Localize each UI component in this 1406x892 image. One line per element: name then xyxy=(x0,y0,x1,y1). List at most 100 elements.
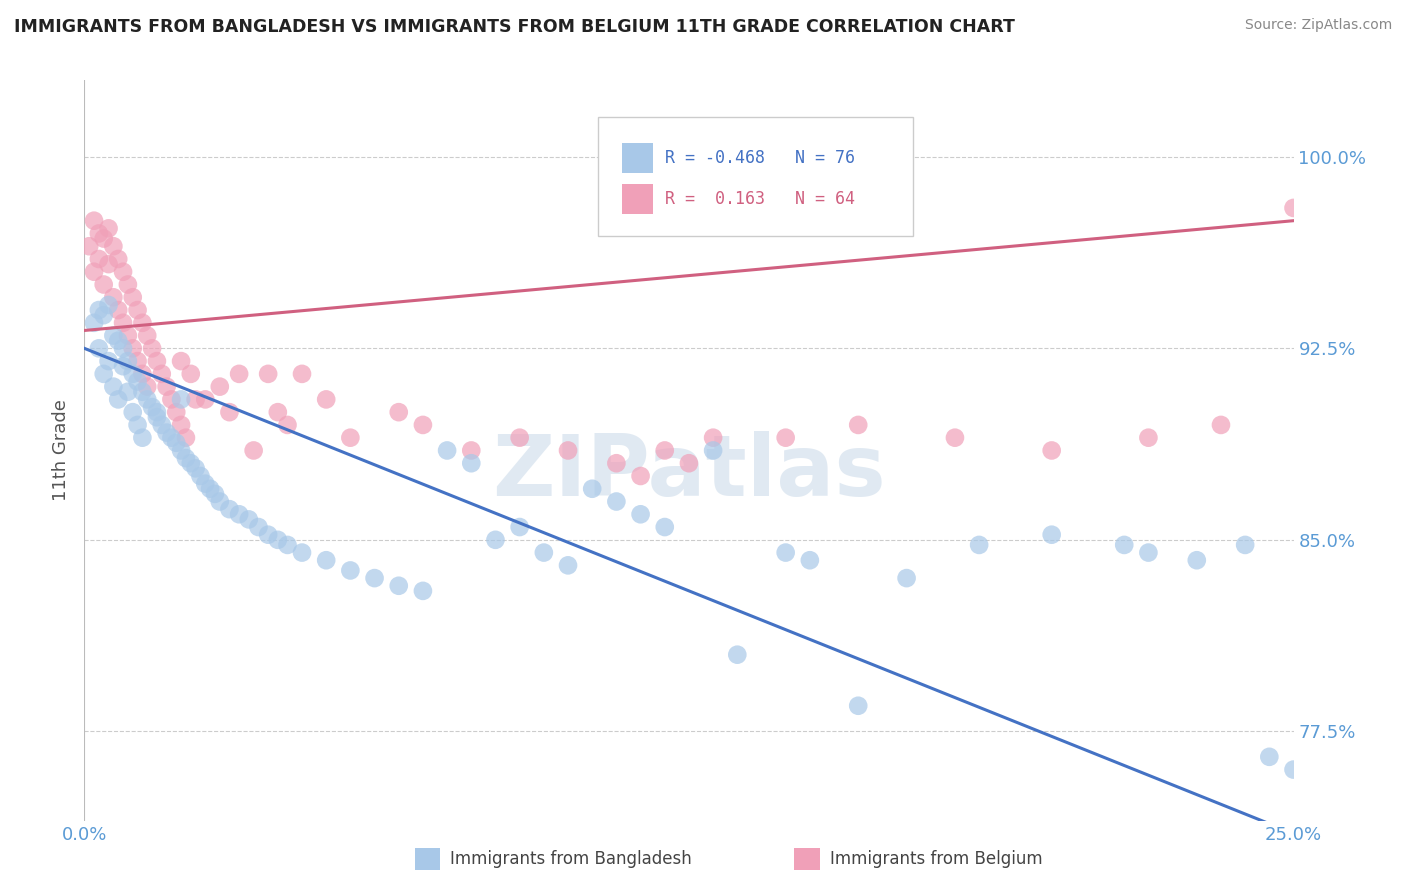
Point xyxy=(136,379,159,393)
Point xyxy=(121,405,143,419)
Point xyxy=(160,392,183,407)
Point xyxy=(218,502,240,516)
Point xyxy=(896,571,918,585)
Point xyxy=(93,367,115,381)
Point xyxy=(160,431,183,445)
Point xyxy=(630,469,652,483)
Point xyxy=(174,431,197,445)
Text: Source: ZipAtlas.com: Source: ZipAtlas.com xyxy=(1244,18,1392,32)
Point xyxy=(170,417,193,432)
Point xyxy=(107,303,129,318)
Point xyxy=(1137,545,1160,559)
Point xyxy=(97,257,120,271)
Point xyxy=(257,367,280,381)
Point xyxy=(97,354,120,368)
Point xyxy=(112,342,135,356)
Point xyxy=(460,456,482,470)
Point xyxy=(363,571,385,585)
Point xyxy=(291,367,314,381)
Point xyxy=(242,443,264,458)
Point xyxy=(146,354,169,368)
Point xyxy=(97,298,120,312)
Point xyxy=(388,579,411,593)
Point xyxy=(702,443,724,458)
Point xyxy=(388,405,411,419)
Point xyxy=(509,431,531,445)
Point xyxy=(103,379,125,393)
Point xyxy=(605,494,627,508)
Point xyxy=(460,443,482,458)
Point xyxy=(238,512,260,526)
Point xyxy=(208,494,231,508)
Point xyxy=(155,425,177,440)
Point xyxy=(184,461,207,475)
Point xyxy=(581,482,603,496)
Point xyxy=(339,564,361,578)
Point xyxy=(654,520,676,534)
Point xyxy=(1137,431,1160,445)
Text: R = -0.468   N = 76: R = -0.468 N = 76 xyxy=(665,149,855,167)
Point xyxy=(127,417,149,432)
Point xyxy=(127,303,149,318)
Point xyxy=(967,538,990,552)
Point xyxy=(315,553,337,567)
Point xyxy=(267,405,290,419)
Point xyxy=(775,545,797,559)
Point xyxy=(943,431,966,445)
Point xyxy=(678,456,700,470)
Point xyxy=(208,379,231,393)
Point xyxy=(194,392,217,407)
Point xyxy=(1282,201,1305,215)
Point xyxy=(117,384,139,399)
Point xyxy=(87,252,110,266)
Point xyxy=(121,367,143,381)
Point xyxy=(1185,553,1208,567)
Point xyxy=(83,316,105,330)
Point xyxy=(131,384,153,399)
Point xyxy=(412,583,434,598)
Point xyxy=(87,227,110,241)
Point xyxy=(136,392,159,407)
Y-axis label: 11th Grade: 11th Grade xyxy=(52,400,70,501)
Point xyxy=(112,316,135,330)
Text: Immigrants from Belgium: Immigrants from Belgium xyxy=(830,850,1042,868)
Point xyxy=(112,265,135,279)
Point xyxy=(165,435,187,450)
Point xyxy=(412,417,434,432)
Point xyxy=(180,367,202,381)
Point xyxy=(77,239,100,253)
Point xyxy=(276,538,298,552)
Point xyxy=(190,469,212,483)
Point xyxy=(1282,763,1305,777)
Point xyxy=(846,417,869,432)
Point xyxy=(170,392,193,407)
Point xyxy=(198,482,221,496)
Point xyxy=(127,354,149,368)
Point xyxy=(339,431,361,445)
Point xyxy=(775,431,797,445)
Point xyxy=(165,405,187,419)
Text: Immigrants from Bangladesh: Immigrants from Bangladesh xyxy=(450,850,692,868)
Point xyxy=(630,508,652,522)
Point xyxy=(267,533,290,547)
Point xyxy=(291,545,314,559)
Point xyxy=(533,545,555,559)
Point xyxy=(846,698,869,713)
Point xyxy=(174,451,197,466)
Point xyxy=(170,354,193,368)
Point xyxy=(107,392,129,407)
Point xyxy=(170,443,193,458)
Point xyxy=(605,456,627,470)
Point xyxy=(83,265,105,279)
Point xyxy=(117,277,139,292)
Text: R =  0.163   N = 64: R = 0.163 N = 64 xyxy=(665,190,855,208)
Point xyxy=(1234,538,1257,552)
Point xyxy=(247,520,270,534)
Point xyxy=(557,558,579,573)
Point xyxy=(218,405,240,419)
Point xyxy=(131,316,153,330)
Point xyxy=(87,342,110,356)
Point xyxy=(725,648,748,662)
Point xyxy=(107,334,129,348)
Point xyxy=(557,443,579,458)
